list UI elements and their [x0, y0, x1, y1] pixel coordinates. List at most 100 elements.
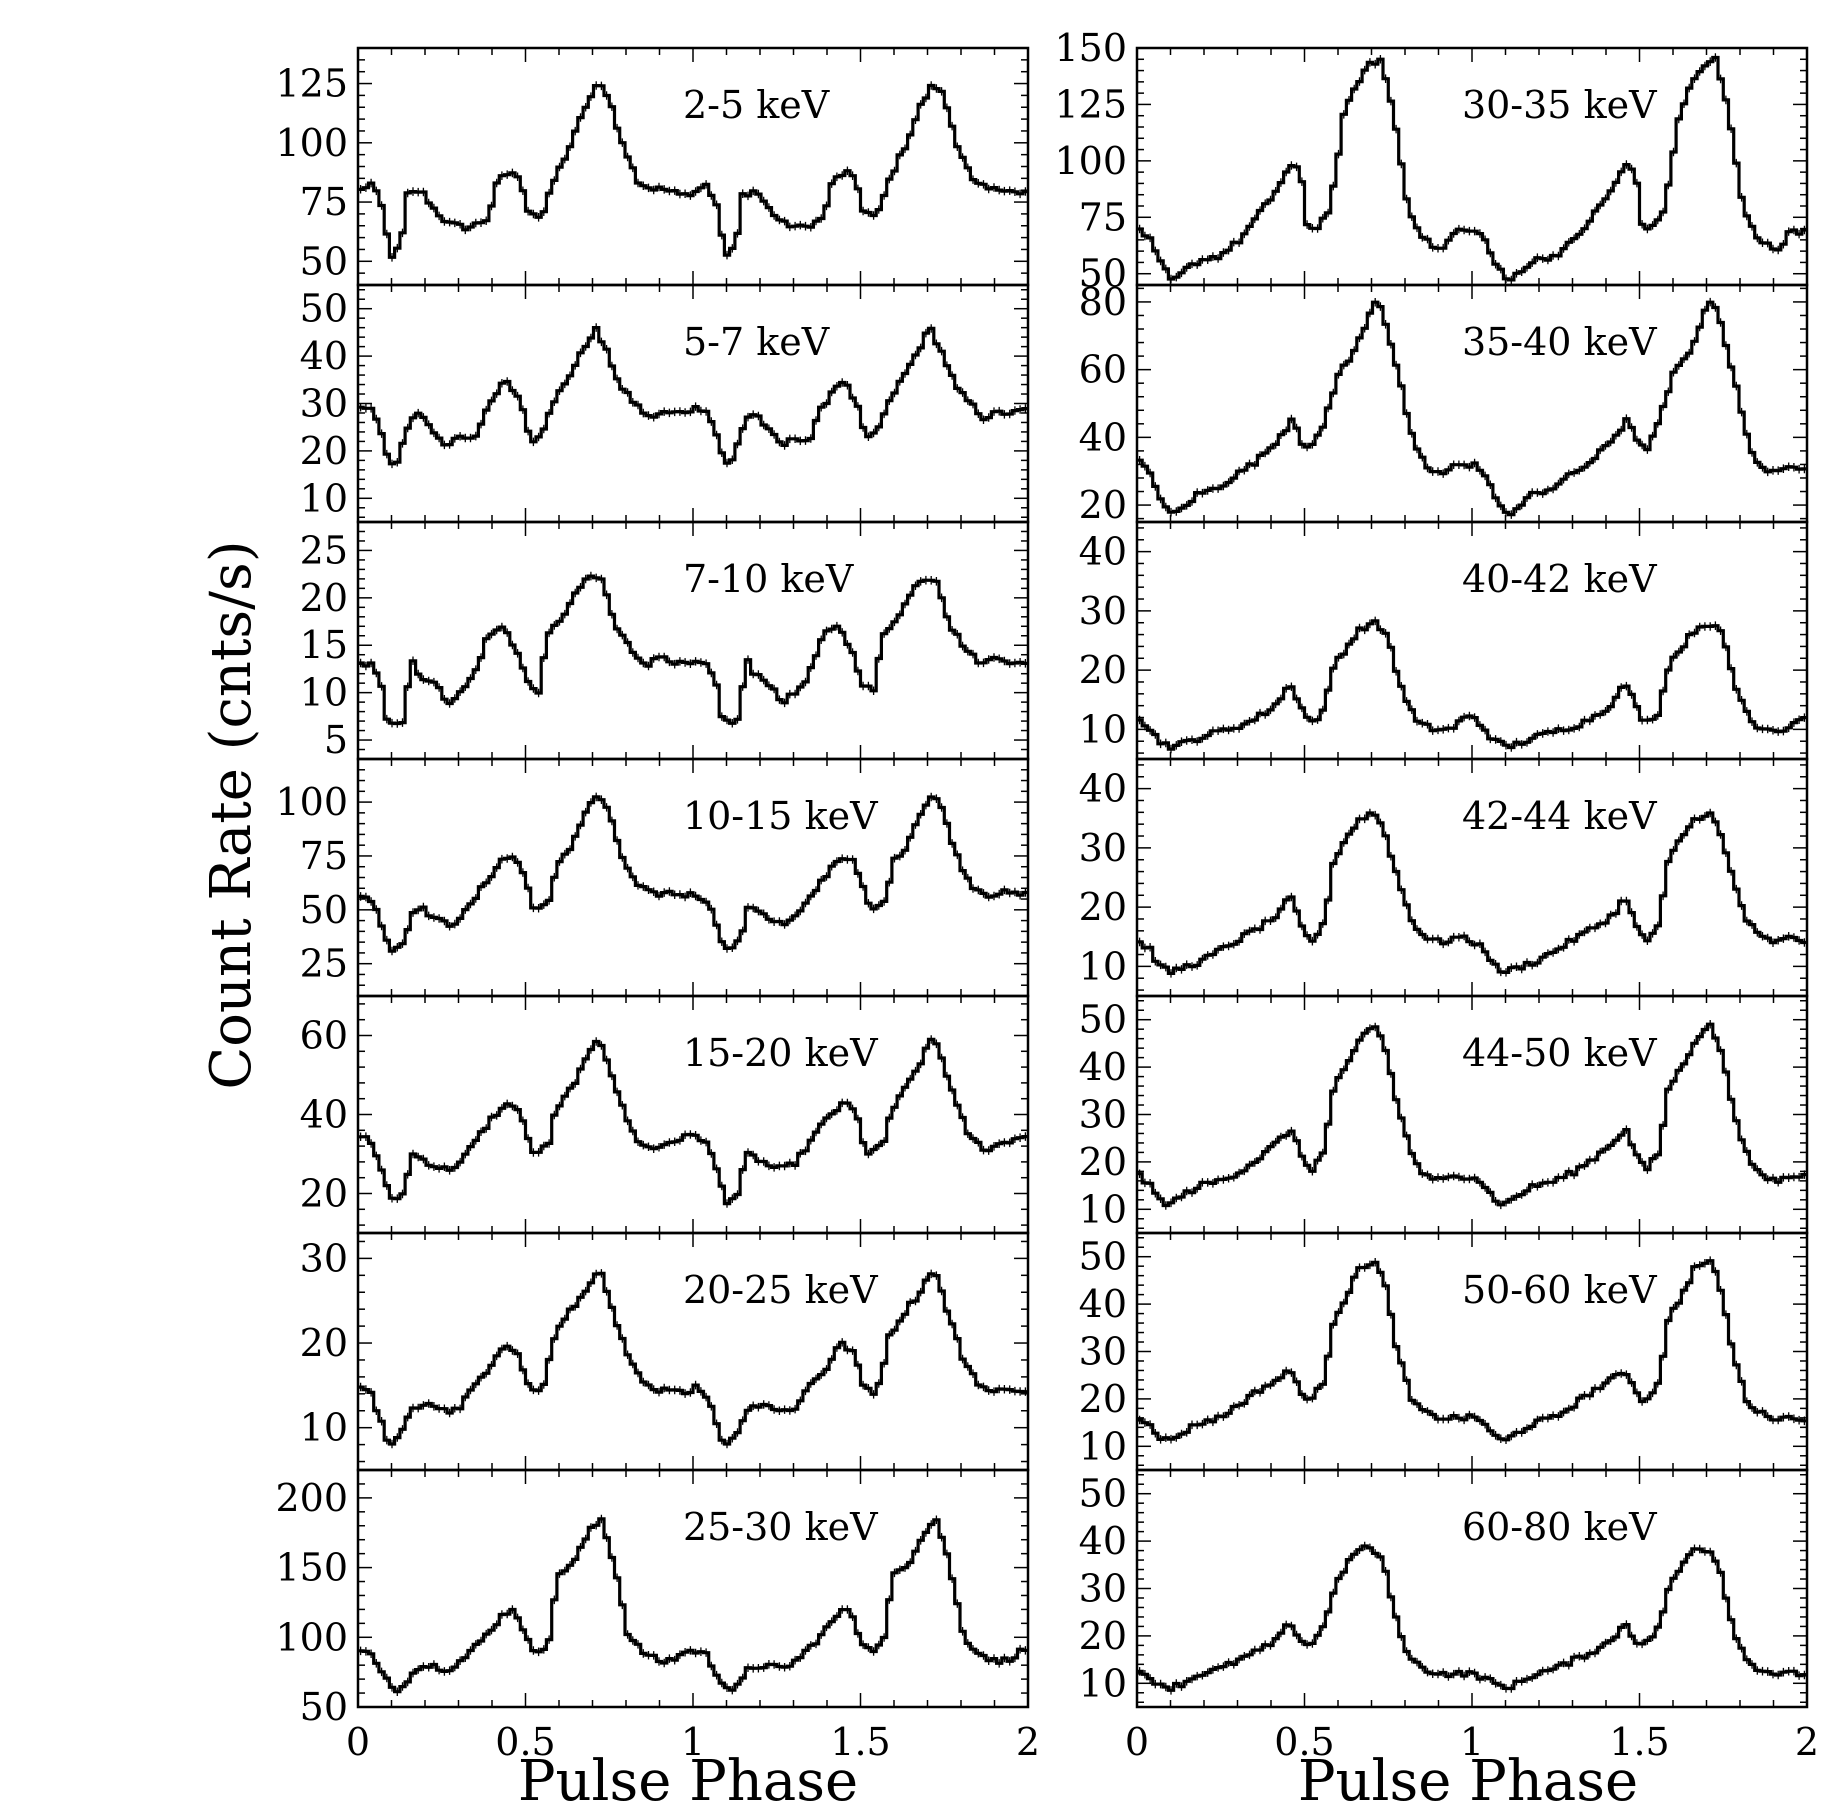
energy-band-label: 25-30 keV: [683, 1505, 878, 1549]
y-tick-label: 40: [1079, 767, 1127, 811]
y-tick-label: 30: [300, 1236, 348, 1280]
x-axis-title-left: Pulse Phase: [518, 1749, 858, 1814]
y-tick-label: 10: [1079, 707, 1127, 751]
error-bars: [359, 792, 1027, 956]
x-tick-label: 0.5: [495, 1720, 555, 1764]
error-bars: [359, 323, 1027, 469]
y-tick-label: 30: [1079, 589, 1127, 633]
y-tick-label: 40: [1079, 1045, 1127, 1089]
count-rate-series: [1137, 619, 1807, 751]
panel-30-35-keV: 50 75 100 125 150 30-35 keV: [1054, 26, 1809, 296]
error-bars: [1138, 297, 1806, 519]
y-tick-label: 10: [1079, 1661, 1127, 1705]
y-tick-label: 40: [1079, 415, 1127, 459]
error-bars: [359, 571, 1027, 728]
x-tick-label: 1.5: [830, 1720, 890, 1764]
y-tick-label: 60: [1079, 348, 1127, 392]
y-tick-label: 125: [275, 62, 348, 106]
count-rate-series: [358, 326, 1028, 466]
y-tick-label: 150: [1054, 26, 1127, 70]
y-tick-label: 10: [1079, 1424, 1127, 1468]
y-tick-label: 75: [300, 834, 348, 878]
panel-20-25-keV: 10 20 30 20-25 keV: [300, 1231, 1030, 1472]
y-tick-label: 30: [1079, 1330, 1127, 1374]
x-tick-label: 2: [1016, 1720, 1040, 1764]
y-tick-label: 20: [300, 1172, 348, 1216]
count-rate-series: [358, 1037, 1028, 1206]
y-tick-label: 50: [300, 888, 348, 932]
y-tick-label: 60: [300, 1014, 348, 1058]
y-tick-label: 125: [1054, 82, 1127, 126]
energy-band-label: 10-15 keV: [683, 794, 878, 838]
energy-band-label: 44-50 keV: [1462, 1031, 1657, 1075]
y-tick-label: 20: [300, 1321, 348, 1365]
panel-2-5-keV: 50 75 100 125 2-5 keV: [275, 46, 1030, 287]
y-tick-label: 20: [300, 429, 348, 473]
energy-band-label: 30-35 keV: [1462, 83, 1657, 127]
error-bars: [1138, 1541, 1806, 1695]
y-tick-label: 100: [1054, 139, 1127, 183]
y-tick-label: 30: [300, 382, 348, 426]
error-bars: [359, 1269, 1027, 1449]
energy-band-label: 50-60 keV: [1462, 1268, 1657, 1312]
panel-25-30-keV: 50 100 150 200 25-30 keV 0 0.5 1 1.5 2: [275, 1468, 1040, 1764]
y-tick-label: 20: [1079, 648, 1127, 692]
x-tick-label: 0: [1125, 1720, 1149, 1764]
energy-band-label: 35-40 keV: [1462, 320, 1657, 364]
error-bars: [1138, 616, 1806, 754]
error-bars: [359, 81, 1027, 262]
count-rate-series: [358, 1517, 1028, 1694]
error-bars: [1138, 808, 1806, 978]
y-tick-label: 15: [300, 623, 348, 667]
energy-band-label: 20-25 keV: [683, 1268, 878, 1312]
error-bars: [359, 1035, 1027, 1208]
y-tick-label: 25: [300, 528, 348, 572]
y-tick-label: 40: [300, 1093, 348, 1137]
y-tick-label: 100: [275, 1615, 348, 1659]
y-tick-label: 30: [1079, 826, 1127, 870]
y-tick-label: 20: [1079, 885, 1127, 929]
y-tick-label: 50: [300, 287, 348, 331]
y-tick-label: 50: [1079, 252, 1127, 296]
y-tick-label: 50: [1079, 1235, 1127, 1279]
y-tick-label: 20: [1079, 483, 1127, 527]
y-tick-label: 10: [1079, 1187, 1127, 1231]
y-tick-label: 25: [300, 942, 348, 986]
y-tick-label: 75: [300, 180, 348, 224]
panel-35-40-keV: 20 40 60 80 35-40 keV: [1079, 280, 1809, 527]
energy-band-label: 60-80 keV: [1462, 1505, 1657, 1549]
count-rate-series: [358, 795, 1028, 953]
y-tick-label: 20: [300, 576, 348, 620]
x-axis-title-right: Pulse Phase: [1298, 1749, 1638, 1814]
error-bars: [1138, 1256, 1806, 1444]
error-bars: [1138, 1020, 1806, 1210]
y-tick-label: 20: [1079, 1140, 1127, 1184]
energy-band-label: 2-5 keV: [683, 83, 830, 127]
error-bars: [1138, 53, 1806, 285]
y-tick-label: 100: [275, 780, 348, 824]
y-tick-label: 40: [1079, 530, 1127, 574]
count-rate-series: [1137, 1544, 1807, 1692]
x-tick-label: 0.5: [1274, 1720, 1334, 1764]
x-tick-label: 1: [681, 1720, 705, 1764]
energy-band-label: 42-44 keV: [1462, 794, 1657, 838]
y-tick-label: 20: [1079, 1377, 1127, 1421]
y-tick-label: 30: [1079, 1093, 1127, 1137]
y-tick-label: 10: [300, 671, 348, 715]
y-tick-label: 40: [1079, 1282, 1127, 1326]
x-tick-label: 0: [346, 1720, 370, 1764]
y-tick-label: 30: [1079, 1567, 1127, 1611]
y-tick-label: 10: [300, 476, 348, 520]
y-tick-label: 150: [275, 1546, 348, 1590]
y-tick-label: 200: [275, 1476, 348, 1520]
y-tick-label: 50: [300, 1685, 348, 1729]
y-tick-label: 50: [1079, 998, 1127, 1042]
